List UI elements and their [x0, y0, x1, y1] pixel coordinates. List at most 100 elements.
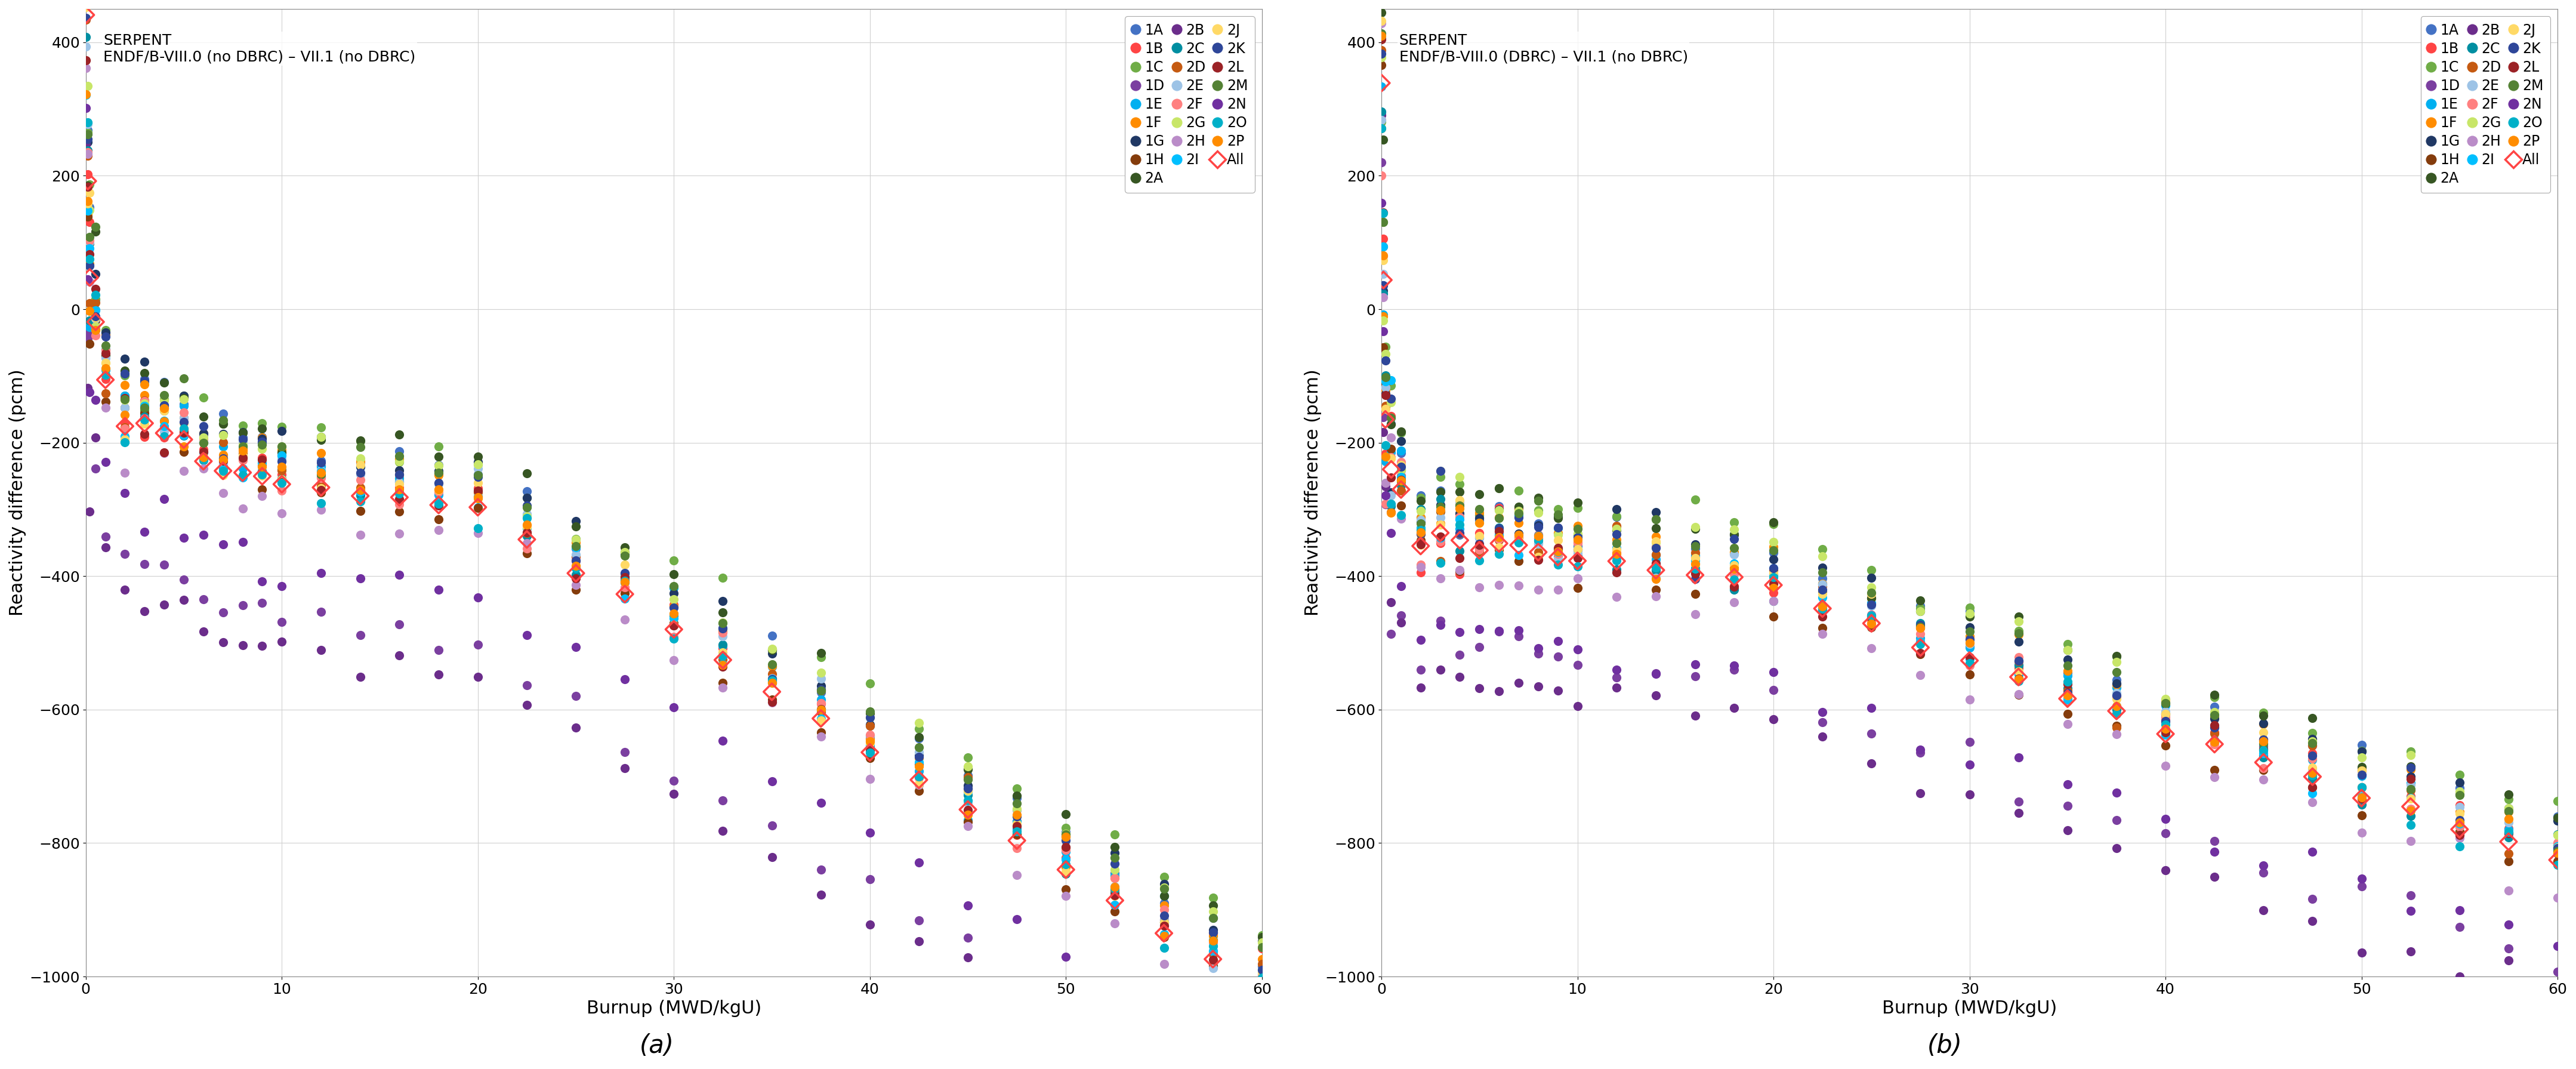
Point — [67, 148, 108, 165]
Point — [1144, 907, 1185, 924]
Point — [1095, 884, 1136, 901]
Point — [144, 400, 185, 417]
Point — [1365, 446, 1406, 463]
Point — [2537, 963, 2576, 980]
Point — [379, 491, 420, 508]
Point — [850, 727, 891, 744]
Point — [948, 769, 989, 786]
Point — [379, 485, 420, 502]
Point — [948, 766, 989, 784]
Point — [2146, 709, 2187, 726]
Point — [144, 397, 185, 414]
Point — [1399, 512, 1440, 529]
Point — [456, 467, 497, 484]
Point — [1144, 911, 1185, 928]
Point — [85, 328, 126, 345]
Point — [379, 425, 420, 443]
Point — [2342, 779, 2383, 796]
Point — [850, 709, 891, 726]
Point — [948, 779, 989, 796]
Point — [1193, 903, 1234, 920]
Point — [204, 447, 245, 464]
Point — [183, 425, 224, 443]
Point — [1419, 555, 1461, 572]
Point — [124, 603, 165, 620]
Point — [1360, 167, 1401, 184]
Point — [242, 487, 283, 505]
Point — [1597, 541, 1638, 558]
Point — [2293, 764, 2334, 781]
Point — [1370, 440, 1412, 458]
Point — [204, 536, 245, 553]
Point — [85, 393, 126, 410]
Point — [379, 447, 420, 464]
Point — [2244, 742, 2285, 759]
Point — [183, 452, 224, 469]
Point — [1674, 606, 1716, 623]
Point — [899, 854, 940, 871]
Point — [2244, 771, 2285, 788]
Point — [2293, 710, 2334, 727]
Point — [1499, 498, 1540, 515]
Point — [948, 783, 989, 800]
Point — [2439, 799, 2481, 816]
Point — [417, 448, 459, 465]
Point — [703, 628, 744, 645]
Point — [752, 672, 793, 690]
Point — [75, 218, 116, 235]
Point — [850, 871, 891, 888]
Point — [1381, 462, 1422, 479]
Point — [379, 476, 420, 493]
Point — [1636, 569, 1677, 586]
Point — [379, 474, 420, 491]
Point — [1046, 862, 1087, 879]
Point — [379, 453, 420, 470]
Point — [242, 468, 283, 485]
Point — [456, 455, 497, 472]
Point — [2488, 814, 2530, 831]
Point — [752, 675, 793, 692]
Point — [1399, 632, 1440, 649]
Point — [1499, 528, 1540, 545]
Point — [1674, 552, 1716, 569]
Point — [1950, 628, 1991, 645]
Point — [1399, 536, 1440, 553]
Point — [417, 522, 459, 539]
Point — [1752, 592, 1793, 609]
Point — [1901, 635, 1942, 652]
Point — [1556, 534, 1597, 552]
Point — [1752, 579, 1793, 597]
Point — [64, 203, 106, 220]
Point — [899, 749, 940, 766]
Point — [997, 816, 1038, 833]
Point — [1095, 855, 1136, 872]
Point — [2488, 830, 2530, 847]
Point — [1517, 551, 1558, 568]
Point — [997, 911, 1038, 928]
Point — [899, 730, 940, 747]
Point — [1713, 593, 1754, 610]
Point — [2195, 735, 2236, 753]
Point — [948, 749, 989, 766]
Point — [752, 675, 793, 692]
Point — [703, 645, 744, 662]
Point — [1193, 889, 1234, 907]
Point — [67, 113, 108, 130]
Point — [1517, 490, 1558, 507]
Point — [507, 626, 549, 644]
Point — [1242, 967, 1283, 985]
Point — [340, 487, 381, 505]
Point — [1144, 901, 1185, 918]
Point — [260, 447, 301, 464]
Point — [1499, 675, 1540, 692]
Point — [1950, 655, 1991, 672]
Point — [556, 553, 598, 570]
Point — [654, 578, 696, 595]
Point — [1801, 585, 1842, 602]
Point — [1597, 563, 1638, 580]
Point — [162, 420, 204, 437]
Point — [379, 489, 420, 506]
Point — [1365, 496, 1406, 513]
Point — [1801, 714, 1842, 731]
Point — [2146, 703, 2187, 721]
